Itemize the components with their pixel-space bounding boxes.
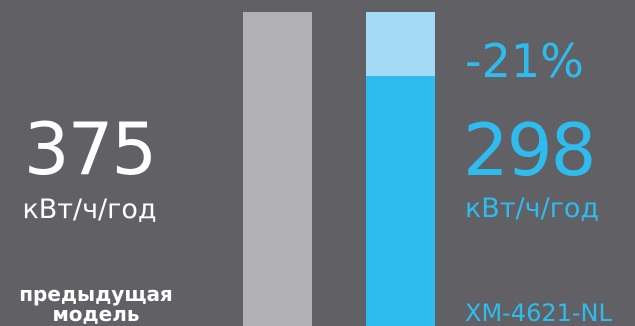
current-model-bar [366, 76, 435, 326]
previous-model-bar [243, 12, 312, 326]
previous-model-unit: кВт/ч/год [22, 194, 157, 225]
previous-model-value: 375 [23, 107, 157, 191]
saved-energy-bar-segment [366, 12, 435, 77]
reduction-percent-label: -21% [465, 34, 584, 88]
previous-model-label: предыдущая модель [19, 282, 173, 326]
current-model-unit: кВт/ч/год [465, 193, 600, 224]
current-model-value: 298 [463, 108, 596, 192]
current-model-name: XM-4621-NL [465, 299, 612, 326]
